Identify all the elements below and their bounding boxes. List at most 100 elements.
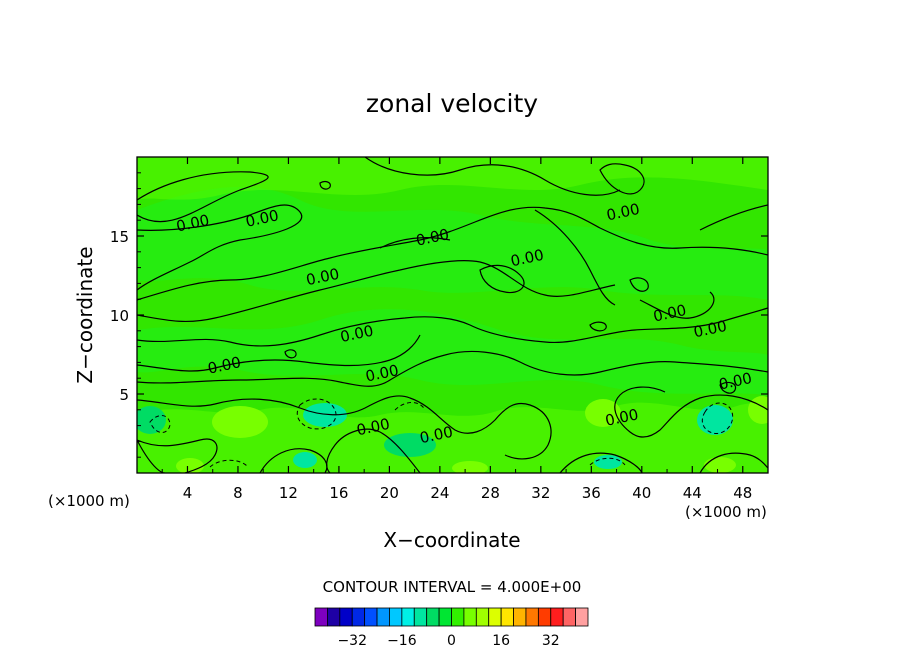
contour-line [137,260,616,323]
negative-contours [149,398,734,468]
colorbar-swatch [463,607,477,627]
contour-line [137,204,303,291]
contour-lines [137,157,768,473]
colorbar-swatch [376,607,390,627]
contour-line [599,163,645,195]
x-tick-label: 12 [279,484,298,502]
colorbar-swatch [413,607,428,627]
colorbar-swatch [351,607,366,627]
colorbar: −32 −16 0 16 32 [314,607,589,649]
contour-line [534,209,616,306]
field-blob [748,396,768,424]
field-blob [585,399,621,427]
contour-line [209,459,249,468]
contour-line [614,386,768,438]
colorbar-swatch [327,607,341,627]
field-blob [704,457,736,473]
colorbar-swatch [550,607,564,627]
colorbar-swatch [513,607,527,627]
contour-line [137,395,552,460]
colorbar-swatch [500,607,514,627]
colorbar-swatch [537,607,552,627]
field-blob [212,406,268,438]
contour-line [137,307,768,347]
contour-line [137,438,218,473]
y-axis-title: Z−coordinate [73,246,97,383]
x-tick-label: 20 [380,484,399,502]
x-tick-label: 4 [183,484,193,502]
contour-line [639,291,715,319]
colorbar-swatch [339,607,353,627]
field-blob [697,405,733,435]
colorbar-swatch [488,607,502,627]
colorbar-swatch [364,607,378,627]
field-blob [384,433,436,457]
colorbar-swatch [562,607,576,627]
y-axis: 5 10 15 [110,172,768,458]
contour-line [394,402,426,411]
y-axis-unit: (×1000 m) [48,492,130,510]
contour-line [137,171,269,223]
contour-line [589,321,607,332]
plot-area: 0.00 0.000.000.000.000.000.000.000.000.00… [137,157,768,473]
x-tick-label: 8 [233,484,243,502]
x-axis: 4 8 12 16 20 24 28 32 36 40 44 48 [161,157,752,502]
contour-line [559,452,643,473]
x-tick-label: 48 [733,484,752,502]
x-tick-label: 16 [329,484,348,502]
x-tick-label: 36 [582,484,601,502]
contour-line [589,457,626,466]
field-band [137,186,768,300]
contour-line [284,349,297,359]
contour-line [319,181,331,190]
colorbar-swatch [438,607,452,627]
x-tick-label: 24 [430,484,449,502]
contour-line [629,277,649,292]
colorbar-swatch [451,607,465,627]
field-blob [293,452,317,468]
colorbar-swatch [389,607,403,627]
contour-line [699,204,768,231]
contour-line [719,381,737,394]
contour-line [379,237,451,249]
y-tick-label: 5 [119,386,129,404]
y-tick-label: 10 [110,307,129,325]
colorbar-swatch [525,607,539,627]
contour-line [701,402,734,434]
x-tick-label: 32 [531,484,550,502]
x-axis-unit: (×1000 m) [685,503,767,521]
colorbar-swatch [401,607,415,627]
contour-line [479,264,525,294]
x-tick-label: 44 [683,484,702,502]
contour-line [296,398,337,430]
field-band [137,157,768,200]
contour-line [364,157,621,196]
field-blob [303,403,347,427]
contour-line [699,452,768,473]
contour-line [137,206,768,301]
colorbar-swatch [575,607,589,627]
chart-title: zonal velocity [366,89,538,118]
field-blob [452,461,488,473]
x-tick-label: 28 [481,484,500,502]
field-blob [594,455,622,469]
x-axis-title: X−coordinate [383,528,520,552]
colorbar-swatch [426,607,440,627]
contour-line [137,334,421,372]
x-tick-label: 40 [632,484,651,502]
colorbar-swatch [314,607,328,627]
contour-line [137,350,768,387]
colorbar-tick-label: 0 [447,633,456,649]
contour-line [149,415,171,433]
colorbar-tick-label: −32 [337,633,367,649]
field-band [137,309,768,395]
contour-line [326,428,421,473]
colorbar-tick-label: 16 [492,633,510,649]
colorbar-swatch [475,607,490,627]
colorbar-tick-label: −16 [387,633,417,649]
colorbar-tick-label: 32 [542,633,560,649]
contour-line [259,448,328,473]
y-tick-label: 15 [110,228,129,246]
contour-interval-label: CONTOUR INTERVAL = 4.000E+00 [323,578,582,596]
